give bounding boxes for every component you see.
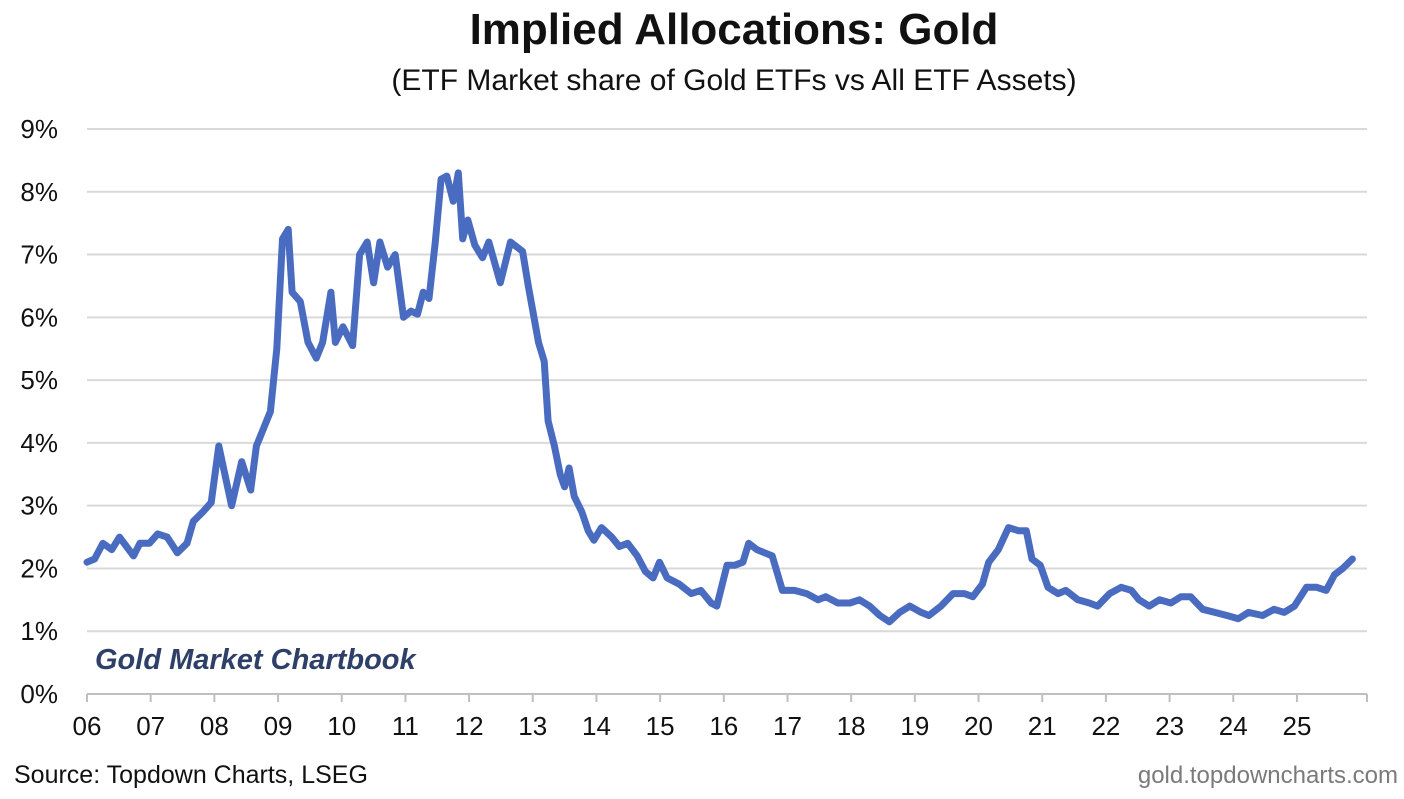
y-tick-label: 2% [20, 553, 58, 583]
x-tick-label: 21 [1028, 711, 1057, 741]
x-tick-label: 22 [1091, 711, 1120, 741]
x-tick-label: 18 [837, 711, 866, 741]
y-tick-label: 0% [20, 679, 58, 709]
x-tick-label: 11 [392, 711, 419, 741]
chart-title: Implied Allocations: Gold [470, 5, 999, 54]
x-tick-label: 23 [1155, 711, 1184, 741]
x-tick-label: 14 [582, 711, 611, 741]
y-tick-label: 9% [20, 114, 58, 144]
x-tick-label: 24 [1219, 711, 1248, 741]
y-tick-label: 1% [20, 616, 58, 646]
x-tick-label: 10 [327, 711, 356, 741]
x-tick-label: 20 [964, 711, 993, 741]
y-tick-label: 3% [20, 491, 58, 521]
x-tick-label: 08 [200, 711, 229, 741]
chart-subtitle: (ETF Market share of Gold ETFs vs All ET… [391, 64, 1076, 97]
y-tick-label: 4% [20, 428, 58, 458]
x-tick-label: 12 [455, 711, 484, 741]
x-tick-label: 07 [136, 711, 165, 741]
y-tick-label: 6% [20, 302, 58, 332]
annotation: Gold Market Chartbook [95, 644, 418, 676]
x-tick-label: 19 [900, 711, 929, 741]
x-tick-label: 06 [73, 711, 102, 741]
x-tick-label: 16 [709, 711, 738, 741]
x-tick-label: 15 [646, 711, 675, 741]
y-tick-label: 5% [20, 365, 58, 395]
watermark: gold.topdowncharts.com [1138, 762, 1398, 789]
x-tick-label: 25 [1282, 711, 1311, 741]
source: Source: Topdown Charts, LSEG [14, 761, 368, 789]
y-tick-label: 7% [20, 240, 58, 270]
x-tick-label: 17 [773, 711, 802, 741]
y-tick-label: 8% [20, 177, 58, 207]
x-tick-label: 13 [518, 711, 547, 741]
data-line [83, 169, 1356, 626]
x-tick-label: 09 [264, 711, 293, 741]
